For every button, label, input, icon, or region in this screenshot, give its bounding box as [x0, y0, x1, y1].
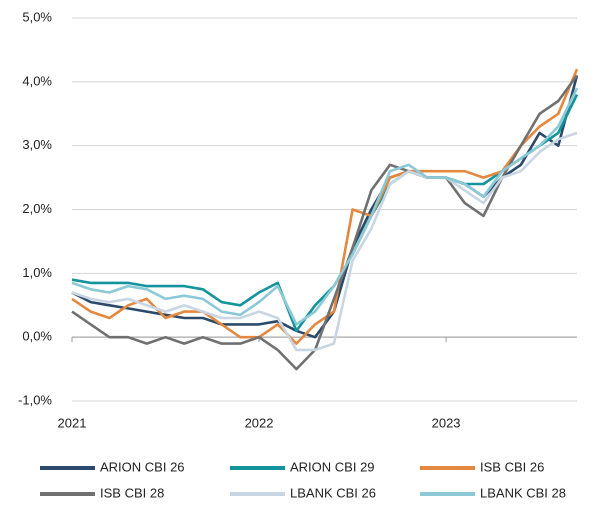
- y-tick-label: -1,0%: [18, 392, 52, 407]
- x-tick-label: 2021: [58, 415, 87, 430]
- series-line: [71, 131, 578, 352]
- y-tick-label: 1,0%: [22, 265, 52, 280]
- legend-label: LBANK CBI 28: [480, 485, 566, 500]
- y-tick-label: 4,0%: [22, 73, 52, 88]
- y-tick-label: 2,0%: [22, 201, 52, 216]
- y-tick-label: 0,0%: [22, 329, 52, 344]
- legend-label: ISB CBI 26: [480, 459, 544, 474]
- legend-label: ARION CBI 29: [290, 459, 375, 474]
- y-tick-label: 3,0%: [22, 137, 52, 152]
- x-tick-label: 2022: [245, 415, 274, 430]
- x-tick-label: 2023: [432, 415, 461, 430]
- legend-label: ISB CBI 28: [100, 485, 164, 500]
- y-tick-label: 5,0%: [22, 9, 52, 24]
- series-line: [71, 68, 579, 345]
- series-line: [71, 94, 579, 333]
- series-line: [71, 74, 579, 371]
- legend-label: LBANK CBI 26: [290, 485, 376, 500]
- series-line: [71, 87, 579, 326]
- legend-label: ARION CBI 26: [100, 459, 185, 474]
